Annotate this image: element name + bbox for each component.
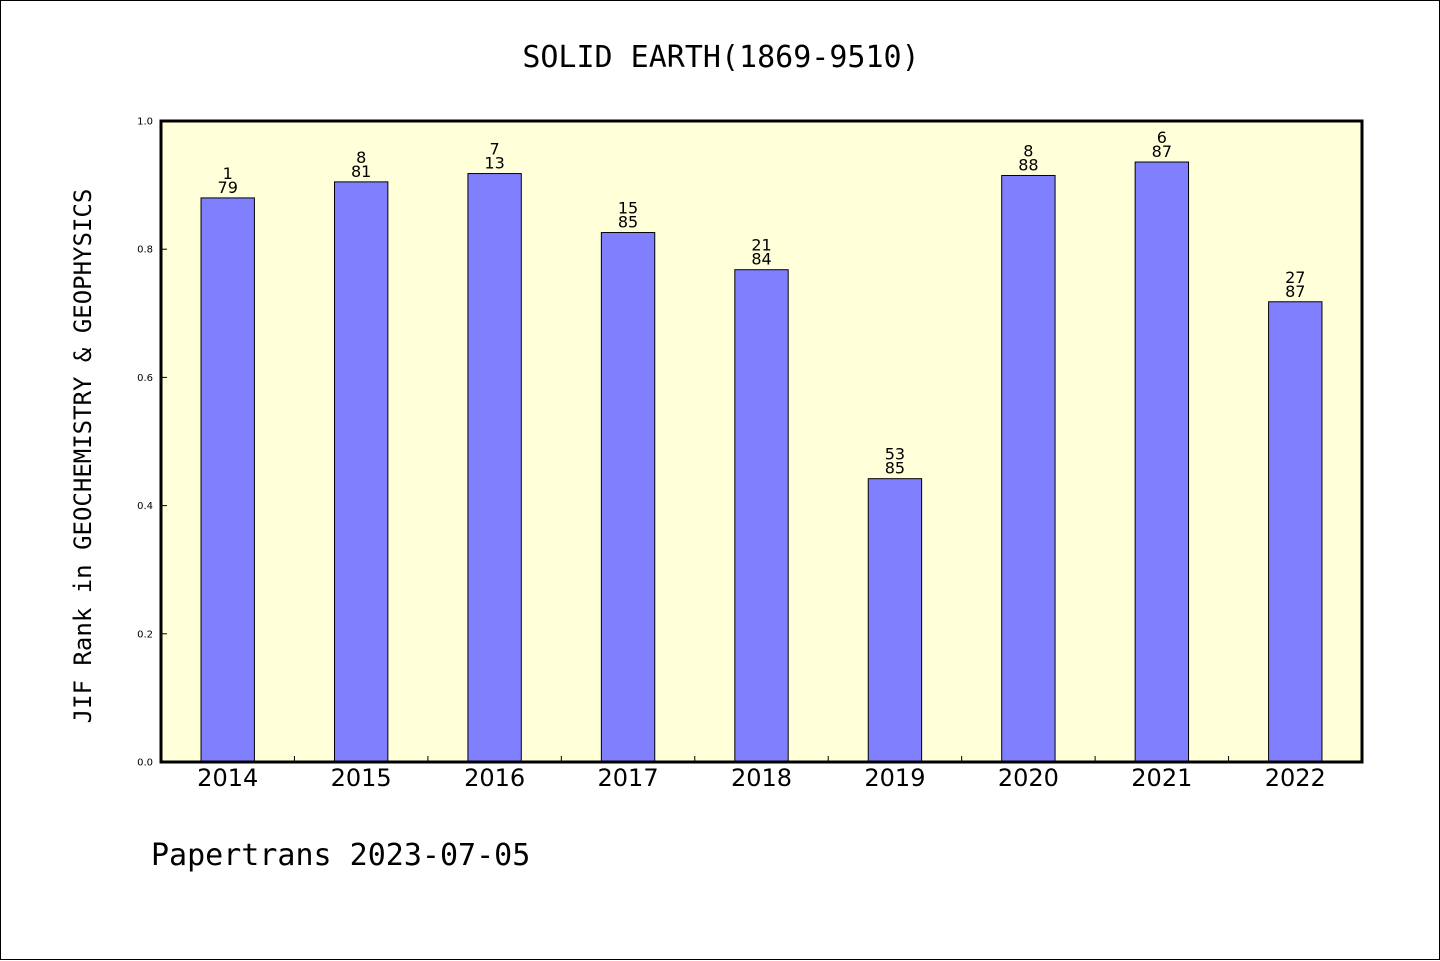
bar-label-rank: 6 [1157, 128, 1167, 147]
bar-2019 [867, 478, 923, 763]
x-axis-labels: 2014 2015 2016 2017 2018 2019 2020 2021 2022 [197, 764, 1326, 792]
y-tick-label: 0.0 [137, 758, 153, 769]
bar-2017 [600, 232, 656, 763]
x-tick-label: 2021 [1131, 764, 1192, 792]
chart-title: SOLID EARTH(1869-9510) [522, 40, 919, 75]
x-tick-label: 2017 [598, 764, 659, 792]
plot-border [159, 119, 1364, 764]
bar-label-rank: 8 [356, 148, 366, 167]
x-tick-label: 2018 [731, 764, 792, 792]
bars-group [200, 161, 1323, 763]
bar-label-total: 13 [484, 154, 504, 173]
bar-2014 [200, 197, 255, 763]
bar-label-rank: 1 [223, 164, 233, 183]
y-tick-label: 0.4 [137, 501, 153, 512]
y-tick-label: 1.0 [137, 117, 153, 128]
x-tick-label: 2015 [331, 764, 392, 792]
bar-2021 [1134, 161, 1190, 763]
bar-label-rank: 7 [490, 140, 500, 159]
bar-2016 [467, 173, 522, 763]
y-tick-label: 0.6 [137, 373, 153, 384]
y-tick-label: 0.8 [137, 245, 153, 256]
bar-label-total: 85 [885, 459, 905, 478]
bar-label-rank: 15 [618, 199, 638, 218]
x-tick-label: 2020 [998, 764, 1059, 792]
bar-label-rank: 53 [885, 445, 905, 464]
bar-label-rank: 27 [1285, 268, 1305, 287]
x-tick-label: 2016 [464, 764, 525, 792]
bar-2022 [1268, 301, 1323, 763]
bar-2020 [1001, 174, 1056, 763]
bar-2018 [734, 269, 789, 763]
x-tick-label: 2019 [864, 764, 925, 792]
bar-2015 [333, 181, 389, 763]
x-tick-label: 2022 [1265, 764, 1326, 792]
bar-label-rank: 21 [751, 236, 771, 255]
bar-label-total: 79 [218, 178, 238, 197]
bar-label-rank: 8 [1023, 141, 1033, 160]
bar-label-total: 88 [1018, 155, 1038, 174]
bar-label-total: 81 [351, 162, 371, 181]
bar-label-total: 87 [1285, 282, 1305, 301]
bar-label-total: 85 [618, 213, 638, 232]
bar-label-total: 84 [751, 250, 771, 269]
bar-label-total: 87 [1152, 142, 1172, 161]
y-tick-label: 0.2 [137, 629, 153, 640]
footer-text: Papertrans 2023-07-05 [151, 838, 530, 873]
y-axis-label: JIF Rank in GEOCHEMISTRY & GEOPHYSICS [69, 189, 97, 724]
x-tick-label: 2014 [197, 764, 258, 792]
